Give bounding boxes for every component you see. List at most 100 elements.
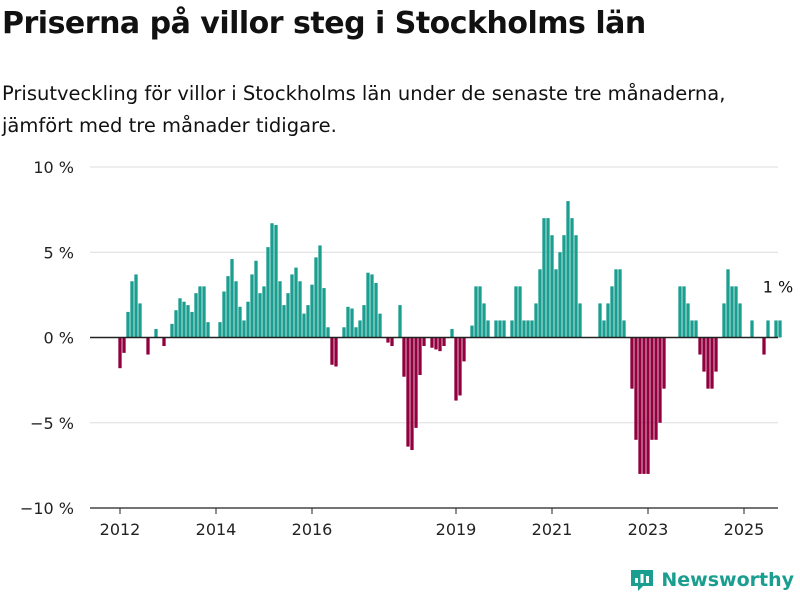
newsworthy-logo[interactable]: Newsworthy xyxy=(629,568,794,592)
bar xyxy=(494,320,498,338)
bar xyxy=(498,320,502,338)
bar xyxy=(206,322,210,338)
bar xyxy=(398,305,402,338)
bar xyxy=(714,337,718,372)
bar xyxy=(186,305,190,338)
bar xyxy=(118,337,122,369)
bar xyxy=(386,337,390,343)
x-tick-label: 2016 xyxy=(292,520,333,539)
chart-subtitle: Prisutveckling för villor i Stockholms l… xyxy=(2,82,726,137)
bar xyxy=(518,286,522,338)
bar xyxy=(566,201,570,338)
annotation-label: 1 % xyxy=(763,277,793,296)
chart-title: Priserna på villor steg i Stockholms län xyxy=(2,6,646,41)
y-tick-label: 0 % xyxy=(44,329,74,348)
bar xyxy=(198,286,202,338)
x-tick-label: 2012 xyxy=(100,520,141,539)
bar xyxy=(270,223,274,338)
bar xyxy=(642,337,646,474)
bar xyxy=(474,286,478,338)
bar xyxy=(730,286,734,338)
bar xyxy=(390,337,394,347)
bar xyxy=(434,337,438,350)
bar xyxy=(322,288,326,338)
bar xyxy=(654,337,658,440)
bar xyxy=(558,252,562,338)
y-tick-label: −5 % xyxy=(30,414,74,433)
bar xyxy=(578,303,582,338)
y-tick-label: 10 % xyxy=(33,158,74,177)
x-tick-label: 2025 xyxy=(724,520,765,539)
bar xyxy=(502,320,506,338)
bar xyxy=(406,337,410,447)
bar xyxy=(550,235,554,338)
bar xyxy=(618,269,622,338)
bar xyxy=(630,337,634,389)
bar xyxy=(534,303,538,338)
bar xyxy=(442,337,446,347)
bar xyxy=(190,311,194,338)
brand-name: Newsworthy xyxy=(661,569,794,591)
x-tick-label: 2021 xyxy=(532,520,573,539)
x-tick-label: 2014 xyxy=(196,520,237,539)
bar xyxy=(650,337,654,440)
y-tick-label: 5 % xyxy=(44,243,74,262)
bar xyxy=(274,224,278,338)
bar xyxy=(514,286,518,338)
bar xyxy=(374,282,378,338)
bar xyxy=(222,291,226,338)
bar xyxy=(122,337,126,353)
bar xyxy=(526,320,530,338)
bar xyxy=(290,274,294,338)
bar xyxy=(726,269,730,338)
bar xyxy=(710,337,714,389)
bar xyxy=(638,337,642,474)
bar xyxy=(278,281,282,338)
bar xyxy=(306,305,310,338)
bar xyxy=(706,337,710,389)
bar xyxy=(402,337,406,377)
bar xyxy=(262,286,266,338)
bar xyxy=(778,320,782,338)
bar xyxy=(314,257,318,338)
bar xyxy=(658,337,662,423)
bar xyxy=(350,308,354,338)
bar xyxy=(682,286,686,338)
bar xyxy=(766,320,770,338)
bar xyxy=(238,306,242,338)
bar xyxy=(574,235,578,338)
bar xyxy=(366,272,370,338)
bar xyxy=(174,310,178,338)
bar xyxy=(334,337,338,367)
bar xyxy=(646,337,650,474)
grid-lines xyxy=(90,166,778,424)
bar xyxy=(134,274,138,338)
bar xyxy=(486,320,490,338)
bar xyxy=(178,298,182,338)
x-ticks: 2012 2014 2016 2019 2021 2023 2025 xyxy=(100,508,765,539)
bar xyxy=(546,218,550,338)
bar xyxy=(218,322,222,338)
bar xyxy=(342,327,346,338)
bar xyxy=(282,305,286,338)
bar xyxy=(454,337,458,401)
bar xyxy=(146,337,150,355)
bar xyxy=(326,327,330,338)
bar xyxy=(330,337,334,365)
bar xyxy=(438,337,442,352)
bar xyxy=(318,245,322,338)
bar xyxy=(130,281,134,338)
bar xyxy=(230,259,234,338)
bar xyxy=(602,320,606,338)
bar xyxy=(774,320,778,338)
bar xyxy=(346,306,350,338)
bar xyxy=(254,260,258,338)
bar xyxy=(154,328,158,338)
bar xyxy=(258,293,262,338)
bar xyxy=(622,320,626,338)
bar xyxy=(598,303,602,338)
bar xyxy=(562,235,566,338)
bar xyxy=(234,281,238,338)
bar xyxy=(478,286,482,338)
